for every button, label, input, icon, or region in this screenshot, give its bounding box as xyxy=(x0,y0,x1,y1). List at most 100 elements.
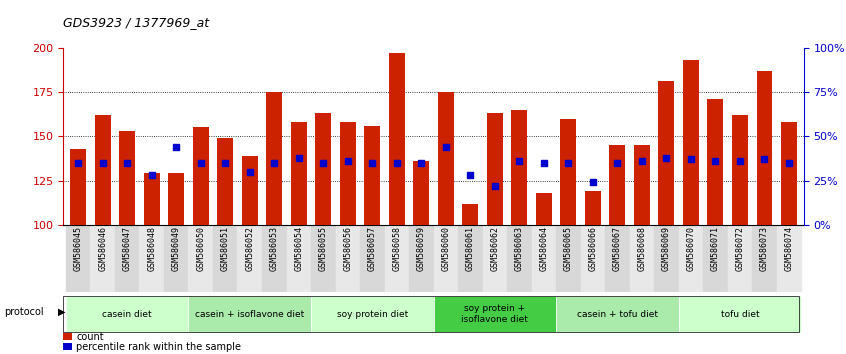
Bar xyxy=(95,115,111,225)
Bar xyxy=(580,225,605,292)
Text: GSM586069: GSM586069 xyxy=(662,226,671,271)
Point xyxy=(635,158,649,164)
Bar xyxy=(316,113,332,225)
Point xyxy=(267,160,281,166)
Bar xyxy=(287,225,311,292)
Bar xyxy=(605,225,629,292)
Bar xyxy=(629,225,654,292)
Point xyxy=(733,158,747,164)
Text: GSM586070: GSM586070 xyxy=(686,226,695,271)
Bar xyxy=(311,225,336,292)
Bar xyxy=(70,149,86,225)
Point xyxy=(709,158,722,164)
Point xyxy=(758,156,772,162)
Point xyxy=(71,160,85,166)
Text: GSM586072: GSM586072 xyxy=(735,226,744,271)
Bar xyxy=(389,53,404,225)
Point xyxy=(292,155,305,160)
Text: GSM586067: GSM586067 xyxy=(613,226,622,271)
Text: casein + isoflavone diet: casein + isoflavone diet xyxy=(195,310,305,319)
Bar xyxy=(678,225,703,292)
Bar xyxy=(707,99,723,225)
Text: tofu diet: tofu diet xyxy=(721,310,759,319)
Text: GSM586051: GSM586051 xyxy=(221,226,230,271)
Text: GSM586053: GSM586053 xyxy=(270,226,278,271)
Bar xyxy=(728,225,752,292)
Bar xyxy=(777,225,801,292)
Bar xyxy=(66,225,91,292)
Text: GSM586074: GSM586074 xyxy=(784,226,794,271)
Bar xyxy=(634,145,650,225)
Bar xyxy=(242,156,258,225)
Bar xyxy=(365,126,380,225)
Point xyxy=(439,144,453,150)
Bar xyxy=(336,225,360,292)
Text: GSM586065: GSM586065 xyxy=(564,226,573,271)
Bar xyxy=(193,127,209,225)
Text: GSM586063: GSM586063 xyxy=(515,226,524,271)
Bar xyxy=(217,138,233,225)
Bar xyxy=(609,145,625,225)
Bar xyxy=(140,225,164,292)
Text: GSM586073: GSM586073 xyxy=(760,226,769,271)
Text: GSM586066: GSM586066 xyxy=(589,226,597,271)
Point xyxy=(316,160,330,166)
Text: ▶: ▶ xyxy=(58,307,65,317)
Text: GSM586056: GSM586056 xyxy=(343,226,352,271)
Bar xyxy=(531,225,556,292)
Bar xyxy=(556,225,580,292)
Text: GSM586046: GSM586046 xyxy=(98,226,107,271)
Bar xyxy=(115,225,140,292)
Text: GSM586055: GSM586055 xyxy=(319,226,327,271)
Text: casein + tofu diet: casein + tofu diet xyxy=(577,310,658,319)
Bar xyxy=(168,173,184,225)
Point xyxy=(464,172,477,178)
Text: GSM586049: GSM586049 xyxy=(172,226,181,271)
FancyBboxPatch shape xyxy=(311,296,433,332)
Bar xyxy=(487,113,503,225)
Text: GSM586047: GSM586047 xyxy=(123,226,132,271)
Bar xyxy=(213,225,238,292)
Text: GSM586045: GSM586045 xyxy=(74,226,83,271)
Bar xyxy=(291,122,307,225)
Point xyxy=(611,160,624,166)
Bar xyxy=(360,225,385,292)
Text: GSM586061: GSM586061 xyxy=(466,226,475,271)
Bar xyxy=(511,110,527,225)
Bar xyxy=(438,92,453,225)
Point xyxy=(218,160,232,166)
Text: GSM586068: GSM586068 xyxy=(637,226,646,271)
Bar xyxy=(654,225,678,292)
Bar xyxy=(91,225,115,292)
Point xyxy=(562,160,575,166)
Bar xyxy=(409,225,433,292)
Point xyxy=(537,160,551,166)
Bar xyxy=(266,92,283,225)
Point xyxy=(341,158,354,164)
Bar xyxy=(585,191,601,225)
Point xyxy=(488,183,502,189)
Point xyxy=(365,160,379,166)
Bar xyxy=(238,225,262,292)
Text: GSM586071: GSM586071 xyxy=(711,226,720,271)
Bar xyxy=(482,225,507,292)
FancyBboxPatch shape xyxy=(678,296,801,332)
Point xyxy=(684,156,698,162)
Bar xyxy=(340,122,356,225)
Bar xyxy=(189,225,213,292)
Point xyxy=(586,179,600,185)
Text: GSM586048: GSM586048 xyxy=(147,226,157,271)
Text: GDS3923 / 1377969_at: GDS3923 / 1377969_at xyxy=(63,16,210,29)
Text: GSM586054: GSM586054 xyxy=(294,226,303,271)
Text: count: count xyxy=(76,332,104,342)
Point xyxy=(145,172,158,178)
Bar xyxy=(658,81,674,225)
Point xyxy=(169,144,183,150)
Bar xyxy=(414,161,429,225)
Bar xyxy=(752,225,777,292)
FancyBboxPatch shape xyxy=(433,296,556,332)
Text: GSM586059: GSM586059 xyxy=(417,226,426,271)
Bar xyxy=(433,225,458,292)
Point xyxy=(194,160,207,166)
Text: GSM586064: GSM586064 xyxy=(540,226,548,271)
